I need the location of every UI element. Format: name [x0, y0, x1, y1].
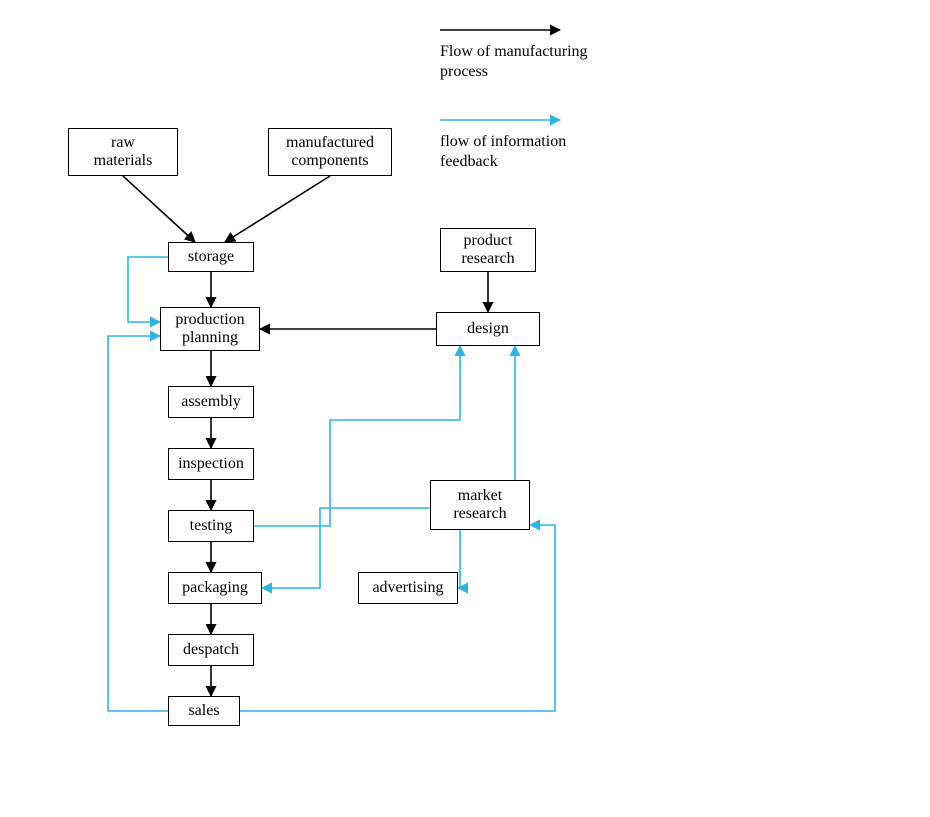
node-testing: testing [168, 510, 254, 542]
node-label: storage [188, 248, 234, 266]
edge-feedback-sales-market_research [240, 525, 555, 711]
node-raw-materials: raw materials [68, 128, 178, 176]
diagram-canvas: Flow of manufacturing process flow of in… [0, 0, 930, 817]
node-label: market research [453, 487, 506, 524]
node-design: design [436, 312, 540, 346]
node-label: product research [461, 232, 514, 269]
node-sales: sales [168, 696, 240, 726]
node-inspection: inspection [168, 448, 254, 480]
edge-process-manuf_comp-storage [225, 176, 330, 242]
node-label: design [467, 320, 509, 338]
node-label: testing [190, 517, 233, 535]
legend-feedback-label: flow of information feedback [440, 132, 566, 172]
node-label: despatch [183, 641, 239, 659]
node-label: manufactured components [286, 134, 374, 171]
node-packaging: packaging [168, 572, 262, 604]
edge-feedback-market_research-advertising [458, 530, 460, 588]
node-product-research: product research [440, 228, 536, 272]
node-market-research: market research [430, 480, 530, 530]
connections-layer [0, 0, 930, 817]
node-storage: storage [168, 242, 254, 272]
node-label: assembly [181, 393, 241, 411]
node-advertising: advertising [358, 572, 458, 604]
legend-process-label: Flow of manufacturing process [440, 42, 588, 82]
node-label: production planning [175, 311, 244, 348]
node-despatch: despatch [168, 634, 254, 666]
edge-process-raw_materials-storage [123, 176, 195, 242]
node-production-planning: production planning [160, 307, 260, 351]
node-label: inspection [178, 455, 244, 473]
node-label: packaging [182, 579, 248, 597]
node-assembly: assembly [168, 386, 254, 418]
node-label: advertising [372, 579, 443, 597]
node-label: sales [188, 702, 219, 720]
node-label: raw materials [94, 134, 153, 171]
edge-feedback-sales-production [108, 336, 168, 711]
node-manufactured-components: manufactured components [268, 128, 392, 176]
